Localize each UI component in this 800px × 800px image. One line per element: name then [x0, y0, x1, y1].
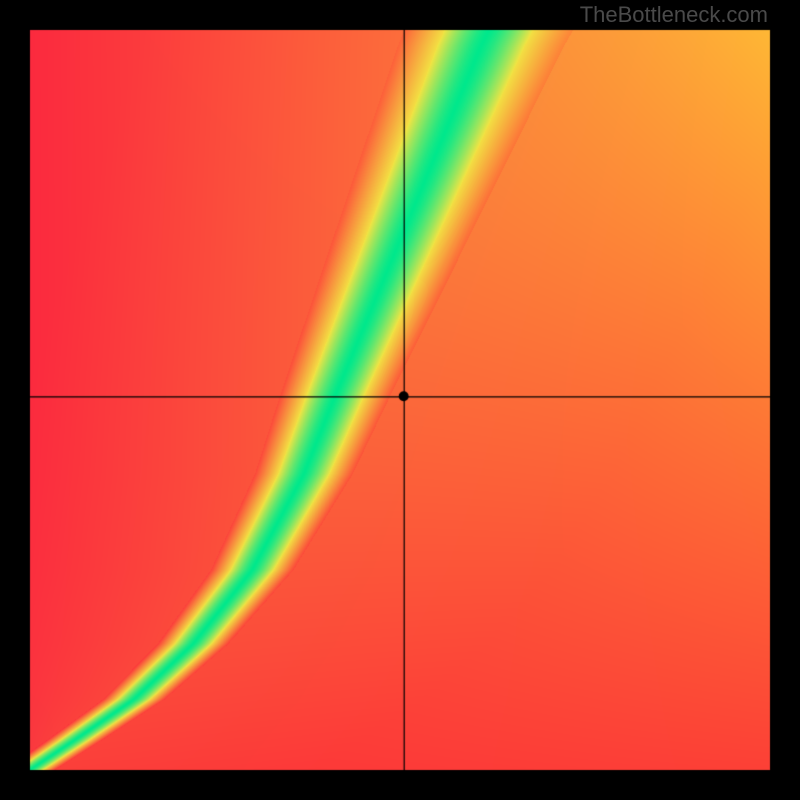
bottleneck-heatmap [0, 0, 800, 800]
chart-container: TheBottleneck.com [0, 0, 800, 800]
